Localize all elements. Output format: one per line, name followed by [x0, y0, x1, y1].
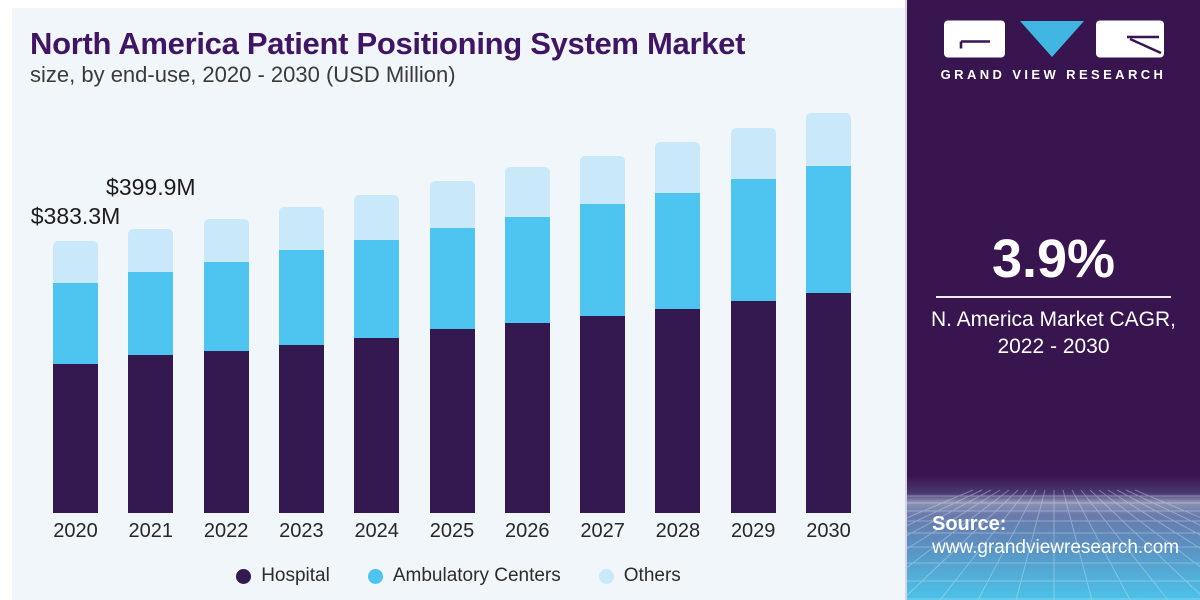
x-axis-label-2029: 2029	[730, 520, 776, 542]
bar-segment-others-2022	[203, 218, 249, 262]
source-label: Source:	[932, 513, 1007, 535]
bar-segment-ambulatory-centers-2028	[655, 192, 701, 309]
gvr-logo-mark	[944, 20, 1164, 58]
legend-item-ambulatory-centers: Ambulatory Centers	[367, 565, 561, 587]
legend-label-ambulatory-centers: Ambulatory Centers	[392, 565, 561, 586]
legend-label-hospital: Hospital	[261, 565, 330, 586]
x-axis-label-2027: 2027	[580, 520, 625, 542]
chart-panel: North America Patient Positioning System…	[12, 8, 905, 600]
chart-subtitle: size, by end-use, 2020 - 2030 (USD Milli…	[30, 62, 456, 87]
bar-segment-others-2028	[655, 141, 701, 193]
bar-segment-ambulatory-centers-2029	[730, 178, 776, 301]
bar-segment-ambulatory-centers-2024	[354, 239, 400, 338]
bar-segment-others-2027	[580, 155, 626, 204]
logo-g-block	[944, 20, 1005, 58]
chart-legend: Hospital Ambulatory Centers Others	[12, 565, 905, 587]
mesh-footer: Source: www.grandviewresearch.com	[907, 476, 1200, 600]
cagr-label: N. America Market CAGR, 2022 - 2030	[907, 306, 1200, 360]
bar-segment-ambulatory-centers-2030	[806, 165, 851, 293]
bar-segment-hospital-2028	[655, 308, 701, 513]
logo-r-glyph	[1127, 35, 1162, 55]
x-axis-label-2023: 2023	[279, 520, 324, 542]
bar-segment-others-2021	[128, 229, 174, 272]
stat-divider	[936, 296, 1171, 298]
bar-segment-ambulatory-centers-2026	[504, 216, 550, 323]
x-axis-label-2030: 2030	[806, 520, 851, 542]
bar-segment-others-2029	[730, 127, 776, 179]
legend-dot-others-icon	[598, 568, 614, 584]
x-axis-label-2024: 2024	[354, 520, 399, 542]
bar-segment-hospital-2023	[278, 344, 324, 513]
bar-segment-hospital-2020	[53, 363, 98, 513]
legend-label-others: Others	[623, 565, 681, 586]
chart-title: North America Patient Positioning System…	[30, 26, 746, 61]
bar-segment-ambulatory-centers-2027	[580, 203, 626, 316]
bar-segment-ambulatory-centers-2025	[429, 227, 475, 329]
bar-segment-others-2025	[429, 180, 475, 228]
cagr-label-line1: N. America Market CAGR,	[930, 308, 1177, 331]
bar-segment-hospital-2024	[354, 337, 400, 513]
bar-segment-others-2020	[53, 241, 98, 283]
legend-dot-hospital-icon	[236, 568, 252, 584]
x-axis-label-2022: 2022	[203, 520, 249, 542]
bar-segment-ambulatory-centers-2023	[278, 249, 324, 345]
bar-segment-hospital-2026	[504, 322, 550, 513]
bar-segment-hospital-2027	[580, 315, 626, 513]
bar-segment-others-2030	[806, 112, 851, 166]
x-axis-label-2020: 2020	[53, 520, 98, 542]
x-axis-label-2028: 2028	[655, 520, 701, 542]
perspective-grid-icon	[907, 489, 1200, 600]
bar-value-annotation-2020: $383.3M	[30, 203, 121, 229]
bar-segment-others-2026	[504, 166, 550, 217]
bar-segment-hospital-2022	[203, 350, 249, 513]
x-axis-label-2026: 2026	[505, 520, 550, 542]
bar-segment-ambulatory-centers-2022	[203, 261, 249, 351]
source-url[interactable]: www.grandviewresearch.com	[932, 537, 1180, 558]
bar-segment-hospital-2029	[730, 300, 776, 513]
cagr-label-line2: 2022 - 2030	[997, 335, 1110, 358]
legend-item-others: Others	[598, 565, 681, 587]
bar-segment-hospital-2025	[429, 328, 475, 513]
legend-item-hospital: Hospital	[236, 565, 330, 587]
logo-v-triangle	[1020, 21, 1084, 57]
legend-dot-ambulatory-centers-icon	[367, 568, 383, 584]
bar-segment-hospital-2021	[128, 354, 174, 513]
bar-value-annotation-2021: $399.9M	[106, 174, 196, 201]
bar-segment-hospital-2030	[806, 292, 851, 513]
bar-segment-ambulatory-centers-2020	[53, 282, 98, 364]
logo-g-glyph	[959, 40, 990, 49]
bar-segment-ambulatory-centers-2021	[128, 271, 174, 355]
source-block: Source: www.grandviewresearch.com	[932, 512, 1179, 560]
x-axis-label-2025: 2025	[429, 520, 475, 542]
brand-name: GRAND VIEW RESEARCH	[940, 67, 1167, 82]
bar-segment-others-2023	[278, 206, 324, 250]
bar-segment-others-2024	[354, 194, 400, 240]
cagr-value: 3.9%	[991, 229, 1116, 289]
x-axis-label-2021: 2021	[128, 520, 174, 542]
brand-sidebar: GRAND VIEW RESEARCH 3.9% N. America Mark…	[905, 0, 1200, 600]
